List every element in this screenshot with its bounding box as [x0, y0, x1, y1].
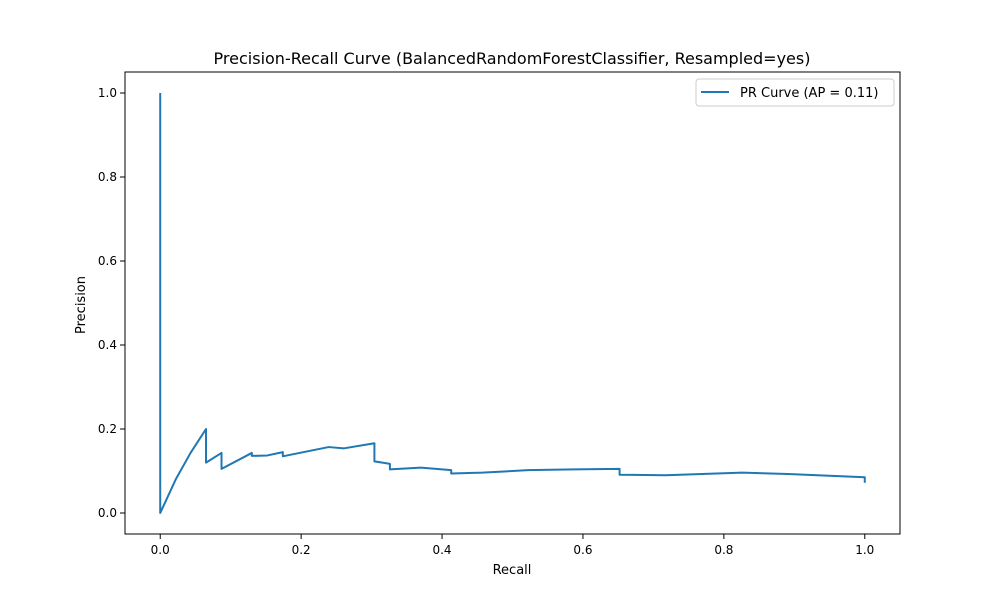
- y-tick-label: 0.4: [98, 338, 117, 352]
- x-tick-label: 0.2: [292, 543, 311, 557]
- y-tick-label: 0.0: [98, 506, 117, 520]
- series-line-0: [159, 93, 866, 514]
- y-tick-label: 1.0: [98, 86, 117, 100]
- axes-frame: [124, 71, 901, 535]
- x-tick-label: 0.0: [151, 543, 170, 557]
- axes: 0.0 0.2 0.4 0.6 0.8 1.0 0.0 0.2 0.4 0.6 0.8 1.0: [98, 71, 901, 557]
- plot-area: [159, 93, 866, 514]
- y-tick-label: 0.6: [98, 254, 117, 268]
- y-tick-label: 0.8: [98, 170, 117, 184]
- x-tick-label: 1.0: [855, 543, 874, 557]
- x-axis-label: Recall: [493, 563, 532, 578]
- x-tick-label: 0.4: [432, 543, 451, 557]
- chart-title: Precision-Recall Curve (BalancedRandomFo…: [214, 49, 811, 68]
- legend-box: [695, 78, 895, 107]
- y-axis-label: Precision: [74, 276, 89, 334]
- x-tick-label: 0.8: [714, 543, 733, 557]
- x-tick-label: 0.6: [573, 543, 592, 557]
- y-tick-label: 0.2: [98, 422, 117, 436]
- legend: PR Curve (AP = 0.11): [695, 78, 895, 107]
- legend-label: PR Curve (AP = 0.11): [740, 86, 878, 101]
